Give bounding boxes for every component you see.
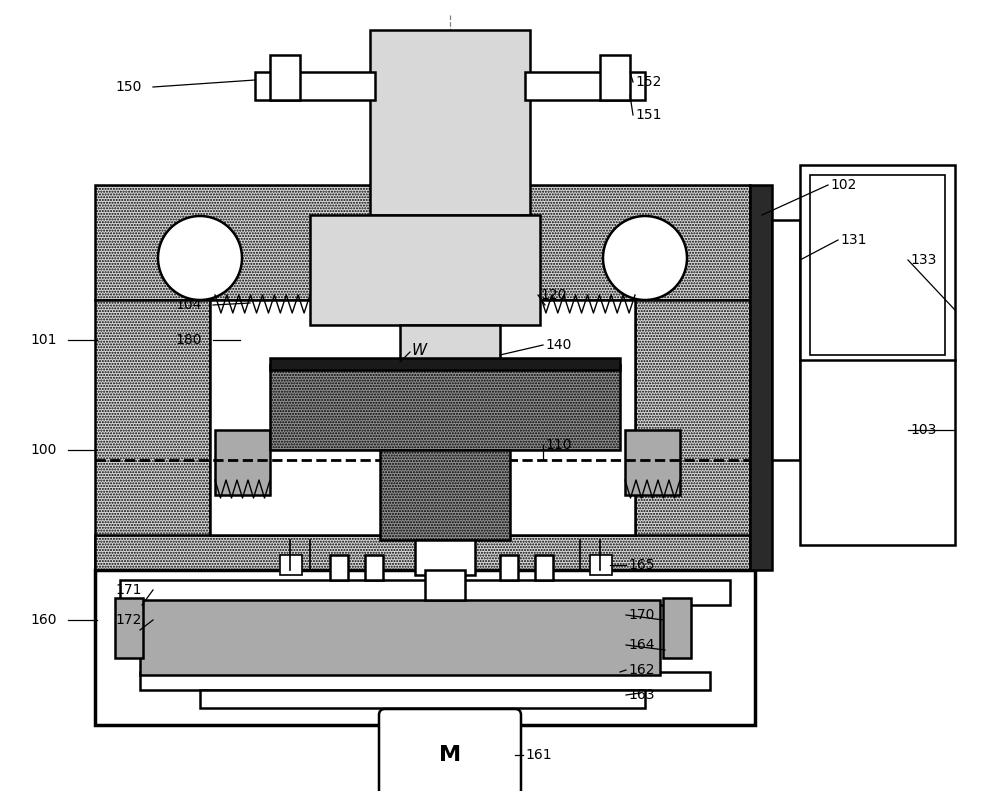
Bar: [270, 358, 620, 370]
Bar: [810, 175, 945, 355]
Text: 101: 101: [30, 333, 57, 347]
Text: 140: 140: [545, 338, 571, 352]
Text: 131: 131: [840, 233, 866, 247]
Text: 180: 180: [175, 333, 202, 347]
Text: 152: 152: [635, 75, 661, 89]
Bar: [535, 555, 553, 580]
Bar: [625, 430, 680, 495]
Text: 172: 172: [115, 613, 141, 627]
Text: 110: 110: [545, 438, 572, 452]
Bar: [95, 570, 755, 725]
Bar: [590, 555, 612, 575]
Bar: [270, 55, 300, 100]
Bar: [370, 30, 530, 215]
Bar: [255, 72, 375, 100]
Text: 100: 100: [30, 443, 56, 457]
Text: 120: 120: [540, 288, 566, 302]
Bar: [800, 165, 955, 545]
Bar: [525, 72, 645, 100]
Bar: [500, 555, 518, 580]
Bar: [425, 570, 465, 600]
Text: 164: 164: [628, 638, 654, 652]
Bar: [635, 300, 750, 570]
Bar: [120, 580, 730, 605]
Bar: [772, 220, 800, 460]
Text: 103: 103: [910, 423, 936, 437]
Bar: [380, 450, 510, 540]
Bar: [140, 672, 710, 690]
Bar: [520, 185, 750, 300]
Bar: [750, 185, 772, 570]
Text: 133: 133: [910, 253, 936, 267]
Text: 171: 171: [115, 583, 142, 597]
Bar: [310, 215, 540, 325]
Bar: [200, 690, 645, 708]
Text: W: W: [412, 343, 427, 358]
Text: M: M: [439, 745, 461, 765]
Text: 163: 163: [628, 688, 654, 702]
Bar: [415, 540, 475, 575]
Text: 160: 160: [30, 613, 57, 627]
Text: 162: 162: [628, 663, 654, 677]
Bar: [95, 535, 750, 570]
Circle shape: [158, 216, 242, 300]
Bar: [140, 600, 660, 675]
Bar: [280, 555, 302, 575]
Text: 150: 150: [115, 80, 141, 94]
Bar: [600, 55, 630, 100]
Text: 102: 102: [830, 178, 856, 192]
Text: 170: 170: [628, 608, 654, 622]
Bar: [663, 598, 691, 658]
Bar: [270, 365, 620, 450]
Bar: [330, 555, 348, 580]
Bar: [95, 185, 380, 300]
Bar: [95, 300, 210, 570]
Circle shape: [603, 216, 687, 300]
Bar: [365, 555, 383, 580]
Bar: [215, 430, 270, 495]
Bar: [210, 300, 635, 535]
Bar: [115, 598, 143, 658]
Bar: [400, 325, 500, 370]
Text: 161: 161: [525, 748, 552, 762]
Text: 151: 151: [635, 108, 662, 122]
Text: 104: 104: [175, 298, 201, 312]
Text: 165: 165: [628, 558, 654, 572]
FancyBboxPatch shape: [379, 709, 521, 791]
